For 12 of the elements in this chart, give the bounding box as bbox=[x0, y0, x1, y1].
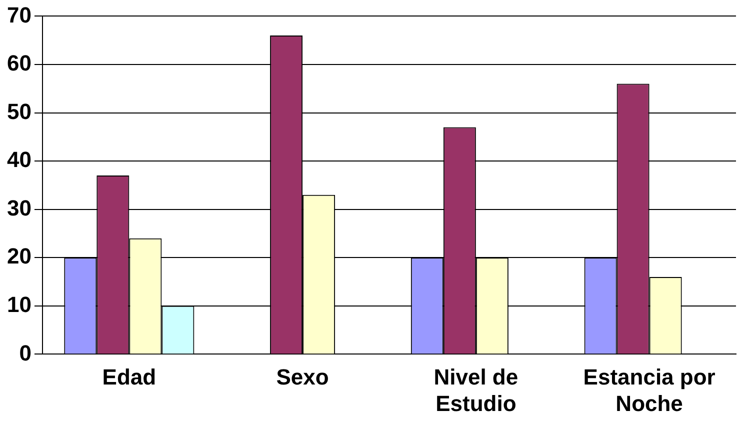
y-tick-label: 20 bbox=[6, 244, 32, 269]
y-tick-label: 60 bbox=[6, 50, 32, 76]
x-tick-label: Nivel de Estudio bbox=[434, 364, 518, 416]
x-tick-label: Estancia por Noche bbox=[583, 364, 716, 416]
y-tick-label: 40 bbox=[6, 147, 32, 172]
x-tick-label: Sexo bbox=[276, 364, 329, 390]
y-tick-label: 0 bbox=[19, 340, 32, 366]
y-tick-label: 50 bbox=[6, 98, 32, 124]
x-tick-label: Edad bbox=[102, 364, 156, 390]
y-tick-label: 70 bbox=[6, 2, 32, 28]
y-tick-label: 30 bbox=[6, 195, 32, 220]
y-tick-label: 10 bbox=[6, 292, 32, 317]
